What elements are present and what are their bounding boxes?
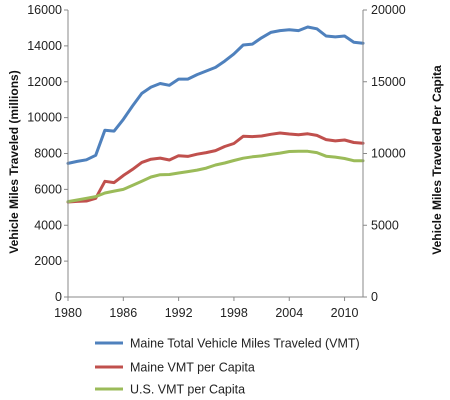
y-axis-title-right: Vehicle Miles Traveled Per Capita xyxy=(430,65,444,255)
series-lines xyxy=(66,25,365,204)
y-tick-label-left: 4000 xyxy=(34,218,62,232)
y-tick-label-left: 16000 xyxy=(27,3,62,17)
x-tick-label: 1998 xyxy=(220,306,248,320)
x-tick-label: 1992 xyxy=(165,306,193,320)
y-tick-label-right: 15000 xyxy=(371,75,406,89)
legend-label-2: Maine VMT per Capita xyxy=(130,361,255,375)
legend: Maine Total Vehicle Miles Traveled (VMT)… xyxy=(95,337,360,397)
y-tick-label-right: 0 xyxy=(371,290,378,304)
legend-label-3: U.S. VMT per Capita xyxy=(130,383,245,397)
x-tick-label: 1986 xyxy=(109,306,137,320)
y-tick-label-left: 6000 xyxy=(34,182,62,196)
x-tick-label: 1980 xyxy=(54,306,82,320)
series-line-2 xyxy=(66,131,365,204)
x-tick-label: 2010 xyxy=(331,306,359,320)
tick-labels: 0 2000 4000 6000 8000 10000 12000 14000 16000 0 50… xyxy=(27,3,406,320)
series-line-3 xyxy=(66,149,365,204)
y-tick-label-left: 2000 xyxy=(34,254,62,268)
y-tick-label-left: 8000 xyxy=(34,147,62,161)
axes xyxy=(64,9,367,301)
y-tick-label-right: 20000 xyxy=(371,3,406,17)
legend-label-1: Maine Total Vehicle Miles Traveled (VMT) xyxy=(130,337,360,351)
y-tick-label-left: 10000 xyxy=(27,111,62,125)
y-tick-label-left: 12000 xyxy=(27,75,62,89)
y-tick-label-right: 5000 xyxy=(371,218,399,232)
x-tick-label: 2004 xyxy=(275,306,303,320)
y-axis-title-left: Vehicle Miles Traveled (millions) xyxy=(7,70,21,253)
y-tick-label-left: 14000 xyxy=(27,39,62,53)
y-tick-label-right: 10000 xyxy=(371,147,406,161)
series-line-1 xyxy=(66,25,365,165)
y-tick-label-left: 0 xyxy=(55,290,62,304)
